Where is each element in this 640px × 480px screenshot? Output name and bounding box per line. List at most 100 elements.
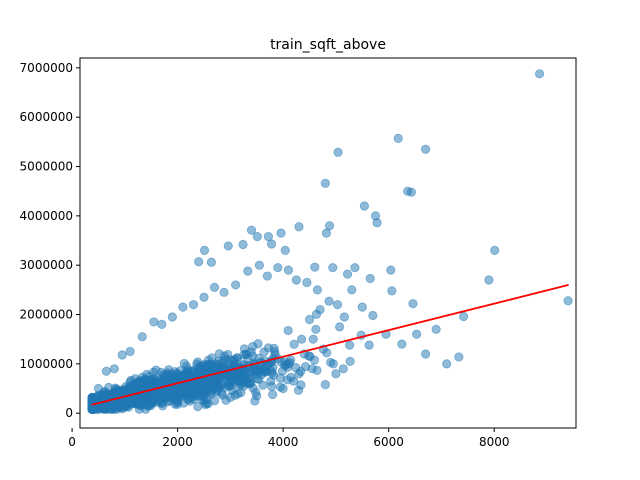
data-point (189, 367, 200, 378)
data-point (185, 382, 196, 393)
data-point (297, 334, 307, 344)
data-point (223, 241, 233, 251)
data-point (397, 339, 407, 349)
data-point (333, 147, 343, 157)
data-point (252, 231, 262, 242)
plot-area-frame (79, 57, 577, 429)
data-point (178, 302, 188, 312)
data-point (276, 228, 286, 238)
data-point (332, 300, 343, 310)
data-point (345, 340, 355, 350)
data-point (247, 366, 257, 377)
data-point (101, 366, 111, 376)
data-point (183, 394, 194, 404)
x-tick-label: 8000 (479, 435, 510, 449)
data-point (331, 369, 341, 379)
data-point (408, 299, 418, 309)
data-point (484, 275, 494, 285)
data-point (225, 392, 235, 403)
data-point (219, 287, 229, 297)
data-point (154, 376, 164, 386)
data-point (206, 375, 216, 385)
data-point (338, 364, 348, 374)
data-point (368, 310, 378, 321)
data-point (273, 263, 283, 273)
y-tick-label: 1000000 (20, 357, 73, 371)
data-point (166, 369, 176, 379)
data-point (386, 265, 396, 275)
data-point (181, 361, 192, 371)
y-tick-label: 6000000 (20, 110, 73, 124)
data-point (534, 69, 545, 79)
regression-line-group (91, 284, 569, 406)
data-point (193, 402, 203, 412)
data-point (431, 324, 441, 334)
data-point (147, 398, 157, 408)
data-point (280, 245, 290, 255)
data-point (226, 355, 236, 365)
data-point (350, 263, 360, 273)
data-point (490, 245, 500, 255)
data-point (214, 349, 224, 359)
y-tick-label: 2000000 (20, 308, 73, 322)
data-point (321, 228, 332, 238)
data-point (157, 398, 167, 408)
data-point (307, 364, 317, 374)
data-point (289, 376, 299, 386)
data-point (315, 304, 325, 315)
data-point (278, 383, 288, 394)
y-tick-label: 3000000 (20, 258, 73, 272)
data-point (359, 201, 370, 211)
data-point (324, 296, 334, 306)
x-tick-label: 0 (68, 435, 76, 449)
scatter-points (87, 69, 573, 414)
data-point (136, 401, 146, 411)
data-point (283, 325, 293, 336)
data-point (454, 352, 464, 362)
data-point (188, 300, 199, 310)
data-point (267, 389, 278, 400)
x-tick-label: 2000 (162, 435, 193, 449)
data-point (198, 380, 208, 391)
data-point (266, 239, 277, 249)
data-point (421, 144, 431, 154)
data-point (283, 359, 294, 369)
data-point (199, 245, 210, 255)
data-point (393, 133, 403, 144)
data-point (225, 373, 236, 383)
data-point (256, 370, 267, 380)
data-point (252, 391, 262, 401)
data-point (459, 311, 469, 322)
data-point (320, 379, 330, 390)
data-point (312, 285, 323, 295)
data-point (93, 383, 104, 394)
data-point (239, 350, 249, 360)
y-tick-label: 4000000 (20, 209, 73, 223)
data-point (248, 383, 258, 393)
data-point (364, 340, 374, 350)
data-point (109, 364, 119, 374)
data-point (289, 339, 299, 349)
regression-line (91, 284, 569, 406)
data-point (357, 302, 367, 312)
data-point (293, 385, 304, 395)
data-point (243, 266, 253, 276)
data-point (253, 339, 263, 349)
data-point (114, 402, 125, 412)
data-point (302, 277, 312, 288)
data-point (347, 285, 357, 295)
data-point (193, 357, 203, 367)
data-point (406, 187, 416, 197)
data-point (339, 312, 349, 322)
data-point (206, 257, 216, 267)
data-point (345, 356, 355, 366)
chart-title: train_sqft_above (270, 37, 386, 53)
data-point (328, 359, 338, 369)
data-point (372, 218, 382, 228)
data-point (266, 376, 276, 386)
data-point (294, 369, 304, 379)
y-tick-label: 0 (65, 406, 73, 420)
data-point (209, 362, 220, 372)
data-point (283, 265, 294, 275)
